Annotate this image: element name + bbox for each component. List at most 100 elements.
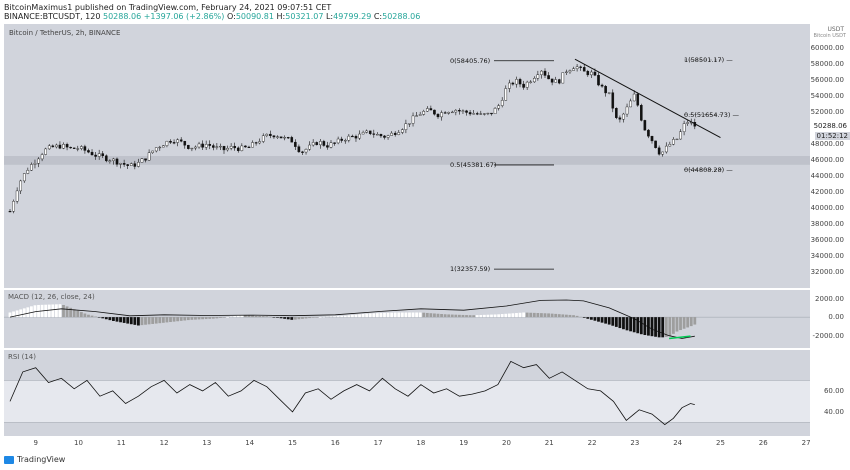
rsi-pane[interactable]: RSI (14) (4, 350, 810, 436)
macd-histogram-bar (415, 312, 418, 318)
candle-down (58, 144, 62, 149)
macd-histogram-bar (336, 316, 340, 318)
macd-histogram-bar (165, 317, 169, 323)
candle-up (176, 139, 179, 143)
macd-histogram-bar (215, 317, 219, 319)
candle-down (354, 135, 358, 139)
macd-histogram-bar (354, 314, 358, 318)
candle-up (411, 115, 415, 124)
candle-up (258, 141, 261, 144)
macd-histogram-bar (140, 317, 144, 326)
candle-down (379, 134, 383, 137)
macd-histogram-bar (672, 317, 675, 334)
macd-histogram-bar (315, 317, 319, 318)
macd-histogram-bar (258, 315, 262, 318)
fib-label-left-2: 1(32357.59) (450, 265, 491, 274)
tradingview-footer[interactable]: TradingView (4, 455, 65, 464)
candle-up (454, 110, 458, 113)
macd-histogram-bar (622, 317, 625, 330)
rsi-axis[interactable]: 60.00 40.00 (810, 350, 850, 436)
candle-up (158, 146, 162, 149)
candle-up (661, 151, 664, 155)
candle-down (604, 86, 607, 94)
candle-up (162, 145, 165, 148)
candle-up (240, 145, 244, 151)
candle-down (443, 112, 447, 114)
axis-unit: USDT (827, 26, 845, 33)
macd-histogram-bar (572, 315, 575, 318)
candle-down (286, 137, 290, 139)
macd-histogram-bar (557, 314, 561, 318)
last-price: 50288.06 (103, 12, 142, 21)
low-label: L: (325, 12, 334, 21)
candle-up (151, 150, 154, 153)
macd-histogram-bar (568, 314, 572, 318)
rsi-tick-40: 40.00 (823, 407, 844, 416)
candle-down (69, 146, 72, 149)
macd-histogram-bar (682, 317, 686, 329)
candle-up (426, 108, 429, 112)
macd-label: MACD (12, 26, close, 24) (8, 293, 95, 301)
macd-histogram-bar (429, 313, 433, 318)
macd-histogram-bar (404, 312, 408, 318)
time-tick-24: 24 (673, 439, 683, 447)
candle-up (525, 81, 529, 88)
macd-histogram-bar (226, 317, 229, 318)
candle-up (304, 149, 308, 153)
brand-label: TradingView (17, 455, 66, 464)
macd-histogram-bar (172, 317, 176, 322)
macd-histogram-bar (233, 316, 237, 318)
candle-up (154, 147, 158, 152)
low-value: 49799.29 (333, 12, 372, 21)
candle-up (190, 147, 194, 150)
candle-down (618, 117, 622, 120)
macd-histogram-bar (532, 312, 536, 318)
price-tick-60000: 60000.00 (810, 44, 844, 52)
macd-histogram-bar (194, 317, 197, 320)
price-pane[interactable]: Bitcoin / TetherUS, 2h, BINANCE 0(58405.… (4, 24, 810, 288)
time-tick-14: 14 (245, 439, 255, 447)
macd-histogram-bar (579, 316, 583, 318)
candle-up (664, 145, 668, 153)
macd-chart (4, 299, 810, 340)
candle-up (329, 142, 333, 148)
candle-up (668, 144, 672, 147)
time-axis[interactable]: 9 10 11 12 13 14 15 16 17 18 19 20 21 22 23 24 25 26 27 (4, 438, 810, 450)
macd-histogram-bar (22, 308, 26, 318)
candle-down (254, 142, 258, 144)
fib-label-left-0: 0(58405.76) (450, 56, 491, 65)
time-tick-16: 16 (330, 439, 340, 447)
candle-down (340, 138, 344, 141)
candle-down (301, 151, 304, 153)
macd-histogram-bar (418, 312, 422, 318)
candle-down (208, 144, 212, 146)
candle-down (115, 158, 119, 165)
rsi-line (9, 360, 695, 426)
candle-down (657, 147, 661, 155)
candle-down (187, 144, 190, 149)
candle-up (197, 143, 201, 148)
candle-down (294, 141, 297, 147)
macd-pane[interactable]: MACD (12, 26, close, 24) (4, 290, 810, 348)
candle-down (222, 145, 226, 151)
macd-histogram-bar (318, 317, 322, 318)
macd-histogram-bar (119, 317, 122, 323)
macd-histogram-bar (340, 315, 344, 318)
macd-histogram-bar (379, 313, 383, 318)
macd-histogram-bar (543, 313, 547, 318)
price-axis[interactable]: USDT Bitcoin USDT 50288.06 01:52:12 3200… (810, 24, 850, 288)
macd-histogram-bar (87, 314, 90, 318)
candle-up (540, 70, 543, 75)
macd-histogram-bar (161, 317, 165, 323)
macd-histogram-bar (443, 314, 447, 318)
candle-up (229, 145, 233, 149)
macd-histogram-bar (486, 314, 490, 318)
macd-histogram-bar (582, 317, 586, 318)
macd-histogram-bar (390, 312, 394, 318)
macd-histogram-bar (629, 317, 632, 332)
candle-down (211, 145, 215, 148)
candle-down (511, 82, 515, 85)
macd-axis[interactable]: 2000.00 0.00 -2000.00 (810, 290, 850, 348)
price-tick-52000: 52000.00 (810, 108, 844, 116)
macd-histogram-bar (179, 317, 183, 321)
